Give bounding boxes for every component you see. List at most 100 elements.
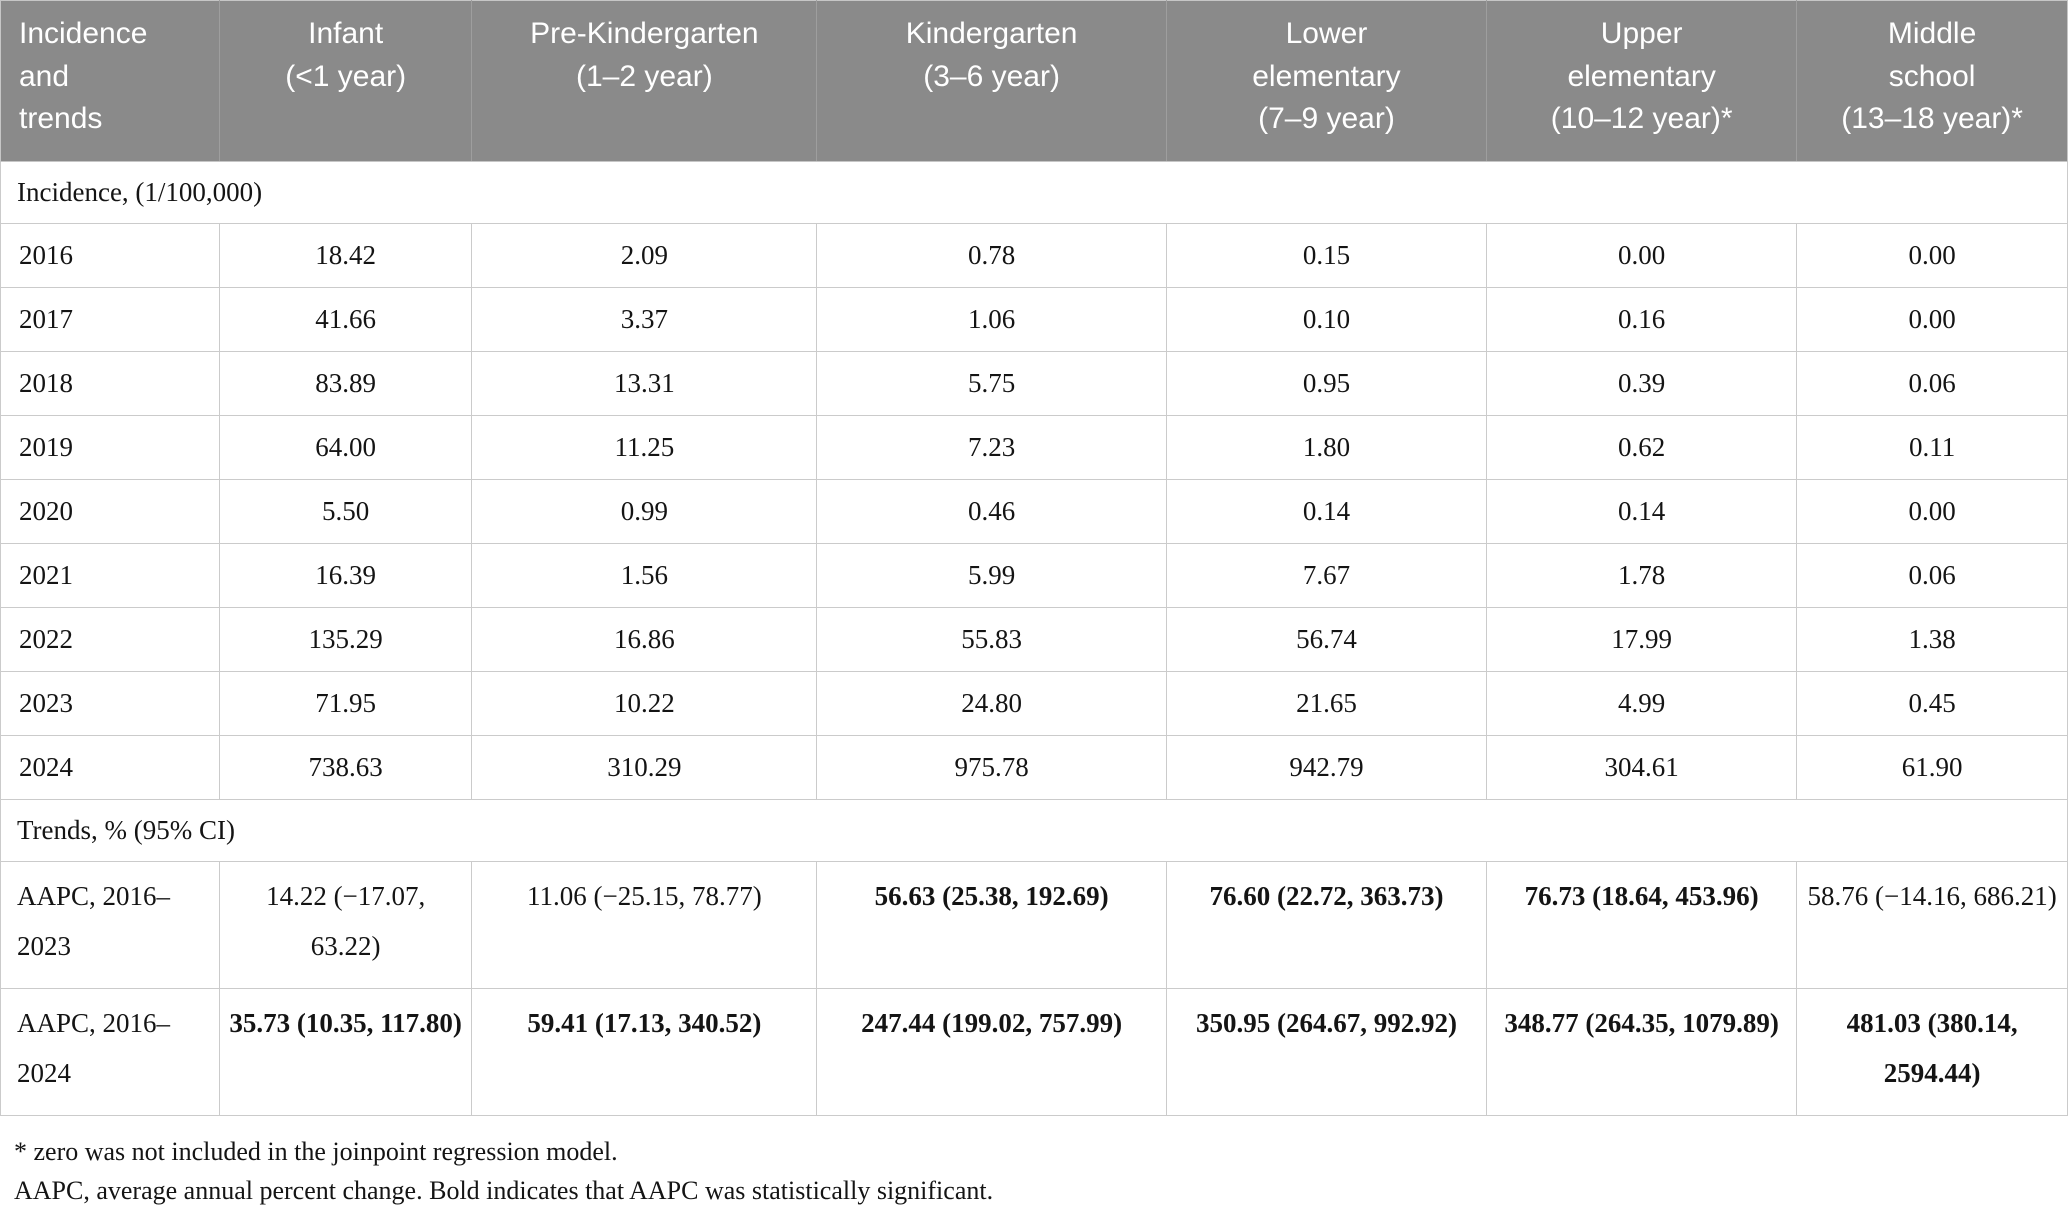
year-cell: 2018	[0, 350, 221, 416]
value-cell: 5.99	[816, 542, 1167, 608]
trend-value-cell: 56.63 (25.38, 192.69)	[816, 860, 1167, 989]
value-cell: 0.06	[1796, 542, 2068, 608]
year-cell: 2016	[0, 222, 221, 288]
value-cell: 0.00	[1796, 286, 2068, 352]
value-cell: 5.75	[816, 350, 1167, 416]
table-footnotes: * zero was not included in the joinpoint…	[0, 1116, 2068, 1220]
value-cell: 0.10	[1165, 286, 1488, 352]
section-row-incidence: Incidence, (1/100,000)	[0, 160, 2068, 224]
incidence-row-2019: 2019 64.00 11.25 7.23 1.80 0.62 0.11	[0, 414, 2068, 480]
value-cell: 17.99	[1486, 606, 1798, 672]
trend-value-cell: 76.60 (22.72, 363.73)	[1165, 860, 1488, 989]
value-cell: 16.39	[219, 542, 473, 608]
value-cell: 0.00	[1796, 478, 2068, 544]
trend-value-cell: 59.41 (17.13, 340.52)	[471, 987, 818, 1116]
value-cell: 0.00	[1486, 222, 1798, 288]
value-cell: 0.16	[1486, 286, 1798, 352]
value-cell: 11.25	[471, 414, 818, 480]
value-cell: 5.50	[219, 478, 473, 544]
column-header-infant: Infant (<1 year)	[219, 0, 473, 162]
value-cell: 4.99	[1486, 670, 1798, 736]
year-cell: 2019	[0, 414, 221, 480]
trend-row: AAPC, 2016–2023 14.22 (−17.07, 63.22) 11.0…	[0, 860, 2068, 989]
trend-value-cell: 58.76 (−14.16, 686.21)	[1796, 860, 2068, 989]
value-cell: 13.31	[471, 350, 818, 416]
trend-value-cell: 247.44 (199.02, 757.99)	[816, 987, 1167, 1116]
value-cell: 1.06	[816, 286, 1167, 352]
value-cell: 1.38	[1796, 606, 2068, 672]
column-header-kindergarten: Kindergarten (3–6 year)	[816, 0, 1167, 162]
section-row-trends: Trends, % (95% CI)	[0, 798, 2068, 862]
trend-label-cell: AAPC, 2016–2024	[0, 987, 221, 1116]
incidence-row-2024: 2024 738.63 310.29 975.78 942.79 304.61 61.90	[0, 734, 2068, 800]
value-cell: 55.83	[816, 606, 1167, 672]
value-cell: 0.06	[1796, 350, 2068, 416]
value-cell: 7.67	[1165, 542, 1488, 608]
value-cell: 56.74	[1165, 606, 1488, 672]
value-cell: 3.37	[471, 286, 818, 352]
value-cell: 135.29	[219, 606, 473, 672]
incidence-row-2021: 2021 16.39 1.56 5.99 7.67 1.78 0.06	[0, 542, 2068, 608]
footnote-aapc-definition: AAPC, average annual percent change. Bol…	[14, 1175, 994, 1205]
year-cell: 2023	[0, 670, 221, 736]
incidence-row-2022: 2022 135.29 16.86 55.83 56.74 17.99 1.38	[0, 606, 2068, 672]
trend-value-cell: 481.03 (380.14, 2594.44)	[1796, 987, 2068, 1116]
value-cell: 942.79	[1165, 734, 1488, 800]
incidence-trends-table: Incidence and trends Infant (<1 year) Pr…	[0, 0, 2068, 1116]
incidence-row-2023: 2023 71.95 10.22 24.80 21.65 4.99 0.45	[0, 670, 2068, 736]
value-cell: 7.23	[816, 414, 1167, 480]
year-cell: 2017	[0, 286, 221, 352]
column-header-upper-elementary: Upper elementary (10–12 year)*	[1486, 0, 1798, 162]
trend-value-cell: 35.73 (10.35, 117.80)	[219, 987, 473, 1116]
value-cell: 18.42	[219, 222, 473, 288]
trend-value-cell: 350.95 (264.67, 992.92)	[1165, 987, 1488, 1116]
column-header-pre-kindergarten: Pre-Kindergarten (1–2 year)	[471, 0, 818, 162]
trend-label-cell: AAPC, 2016–2023	[0, 860, 221, 989]
column-header-middle-school: Middle school (13–18 year)*	[1796, 0, 2068, 162]
value-cell: 64.00	[219, 414, 473, 480]
column-header-lower-elementary: Lower elementary (7–9 year)	[1166, 0, 1488, 162]
value-cell: 0.62	[1486, 414, 1798, 480]
value-cell: 1.80	[1165, 414, 1488, 480]
incidence-row-2016: 2016 18.42 2.09 0.78 0.15 0.00 0.00	[0, 222, 2068, 288]
year-cell: 2021	[0, 542, 221, 608]
table-header-row: Incidence and trends Infant (<1 year) Pr…	[0, 0, 2068, 162]
year-cell: 2020	[0, 478, 221, 544]
table-header: Incidence and trends Infant (<1 year) Pr…	[0, 0, 2068, 162]
value-cell: 61.90	[1796, 734, 2068, 800]
value-cell: 0.78	[816, 222, 1167, 288]
trend-value-cell: 11.06 (−25.15, 78.77)	[471, 860, 818, 989]
footnote-asterisk: * zero was not included in the joinpoint…	[14, 1136, 618, 1166]
table-body: Incidence, (1/100,000) 2016 18.42 2.09 0.78 0…	[0, 160, 2068, 1116]
year-cell: 2022	[0, 606, 221, 672]
value-cell: 16.86	[471, 606, 818, 672]
value-cell: 71.95	[219, 670, 473, 736]
value-cell: 0.14	[1486, 478, 1798, 544]
value-cell: 83.89	[219, 350, 473, 416]
value-cell: 24.80	[816, 670, 1167, 736]
value-cell: 0.11	[1796, 414, 2068, 480]
incidence-row-2018: 2018 83.89 13.31 5.75 0.95 0.39 0.06	[0, 350, 2068, 416]
value-cell: 41.66	[219, 286, 473, 352]
trend-value-cell: 348.77 (264.35, 1079.89)	[1486, 987, 1798, 1116]
year-cell: 2024	[0, 734, 221, 800]
trend-row: AAPC, 2016–2024 35.73 (10.35, 117.80) 59.4…	[0, 987, 2068, 1116]
column-header-incidence-and-trends: Incidence and trends	[0, 0, 221, 162]
incidence-row-2020: 2020 5.50 0.99 0.46 0.14 0.14 0.00	[0, 478, 2068, 544]
section-label-incidence: Incidence, (1/100,000)	[0, 160, 2068, 224]
value-cell: 975.78	[816, 734, 1167, 800]
value-cell: 0.14	[1165, 478, 1488, 544]
value-cell: 10.22	[471, 670, 818, 736]
value-cell: 0.00	[1796, 222, 2068, 288]
value-cell: 0.46	[816, 478, 1167, 544]
value-cell: 304.61	[1486, 734, 1798, 800]
value-cell: 0.99	[471, 478, 818, 544]
value-cell: 2.09	[471, 222, 818, 288]
section-label-trends: Trends, % (95% CI)	[0, 798, 2068, 862]
trend-value-cell: 76.73 (18.64, 453.96)	[1486, 860, 1798, 989]
value-cell: 310.29	[471, 734, 818, 800]
value-cell: 21.65	[1165, 670, 1488, 736]
value-cell: 1.78	[1486, 542, 1798, 608]
value-cell: 1.56	[471, 542, 818, 608]
